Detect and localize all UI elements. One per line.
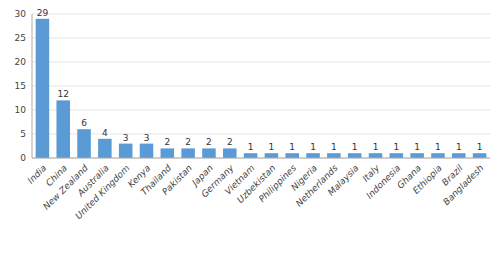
bar bbox=[202, 148, 216, 158]
data-label: 6 bbox=[81, 118, 87, 128]
bar bbox=[77, 129, 91, 158]
bar bbox=[431, 153, 445, 158]
y-tick-label: 25 bbox=[15, 33, 26, 43]
data-label: 1 bbox=[477, 142, 483, 152]
grid-line bbox=[32, 158, 490, 159]
y-tick-label: 20 bbox=[15, 57, 27, 67]
data-label: 1 bbox=[393, 142, 399, 152]
bar bbox=[452, 153, 466, 158]
bar bbox=[327, 153, 341, 158]
grid bbox=[32, 14, 490, 158]
y-axis-line bbox=[32, 14, 33, 158]
chart: 0 5 10 15 20 25 30 29 12 6 4 3 3 2 2 2 2 1 1 1 1 1 1 1 1 1 1 1 1 Indi… bbox=[0, 0, 500, 254]
data-label: 4 bbox=[102, 128, 108, 138]
grid-line bbox=[32, 14, 490, 15]
x-tick-label: Pakistan bbox=[160, 163, 194, 197]
data-label: 2 bbox=[206, 137, 212, 147]
bar bbox=[161, 148, 175, 158]
y-axis: 0 5 10 15 20 25 30 bbox=[15, 9, 27, 163]
data-label: 1 bbox=[414, 142, 420, 152]
data-label: 1 bbox=[352, 142, 358, 152]
data-label: 1 bbox=[456, 142, 462, 152]
x-axis-line bbox=[32, 158, 490, 159]
data-label: 1 bbox=[248, 142, 254, 152]
bar bbox=[36, 19, 50, 158]
data-label: 1 bbox=[435, 142, 441, 152]
bar bbox=[473, 153, 487, 158]
bar bbox=[348, 153, 362, 158]
bar bbox=[390, 153, 404, 158]
bar bbox=[56, 100, 70, 158]
bar bbox=[265, 153, 279, 158]
bar bbox=[140, 144, 154, 158]
bar bbox=[119, 144, 133, 158]
data-label: 2 bbox=[227, 137, 233, 147]
bar bbox=[306, 153, 320, 158]
bar bbox=[369, 153, 383, 158]
y-tick-label: 0 bbox=[20, 153, 26, 163]
data-label: 2 bbox=[185, 137, 191, 147]
x-tick-label: Bangladesh bbox=[441, 163, 486, 208]
grid-line bbox=[32, 110, 490, 111]
bar bbox=[223, 148, 237, 158]
data-label: 3 bbox=[144, 133, 150, 143]
data-label: 1 bbox=[331, 142, 337, 152]
y-tick-label: 5 bbox=[20, 129, 26, 139]
y-tick-label: 10 bbox=[15, 105, 27, 115]
data-labels: 29 12 6 4 3 3 2 2 2 2 1 1 1 1 1 1 1 1 1 1 1 1 bbox=[37, 8, 483, 152]
y-tick-label: 15 bbox=[15, 81, 26, 91]
grid-line bbox=[32, 38, 490, 39]
data-label: 1 bbox=[269, 142, 275, 152]
grid-line bbox=[32, 134, 490, 135]
data-label: 29 bbox=[37, 8, 49, 18]
data-label: 3 bbox=[123, 133, 129, 143]
data-label: 1 bbox=[310, 142, 316, 152]
bar bbox=[98, 139, 112, 158]
bar bbox=[285, 153, 299, 158]
x-tick-label: United Kingdom bbox=[73, 163, 131, 221]
data-label: 1 bbox=[373, 142, 379, 152]
data-label: 1 bbox=[289, 142, 295, 152]
bars bbox=[36, 19, 487, 158]
x-tick-label: Malaysia bbox=[326, 163, 361, 198]
data-label: 2 bbox=[164, 137, 170, 147]
data-label: 12 bbox=[58, 89, 69, 99]
bar bbox=[410, 153, 424, 158]
bar bbox=[244, 153, 258, 158]
grid-line bbox=[32, 62, 490, 63]
y-tick-label: 30 bbox=[15, 9, 27, 19]
grid-line bbox=[32, 86, 490, 87]
bar bbox=[181, 148, 195, 158]
x-axis: IndiaChinaNew ZealandAustraliaUnited Kin… bbox=[26, 162, 486, 221]
x-tick-label: Ethiopia bbox=[411, 163, 444, 196]
